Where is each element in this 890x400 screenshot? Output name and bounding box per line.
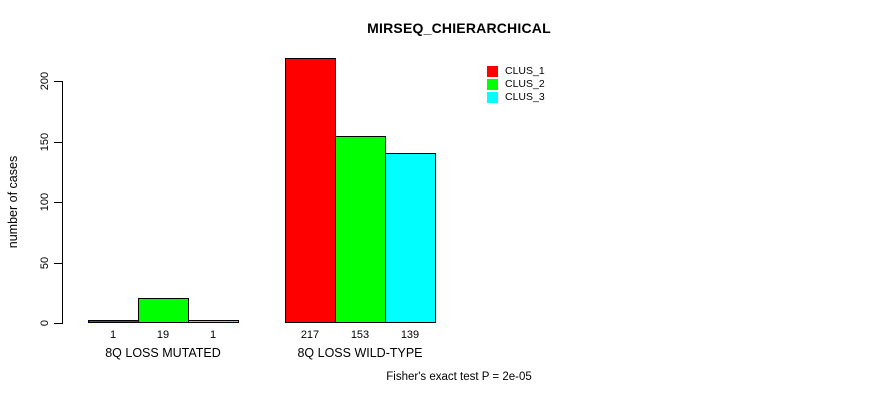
legend-swatch: [487, 79, 498, 90]
category-label: 8Q LOSS WILD-TYPE: [297, 346, 423, 360]
legend-item: CLUS_3: [487, 91, 545, 104]
chart-title: MIRSEQ_CHIERARCHICAL: [367, 20, 551, 36]
legend-swatch: [487, 92, 498, 103]
y-axis-tick: [54, 142, 62, 143]
bar-clus_2-2: [335, 136, 386, 323]
legend-swatch: [487, 66, 498, 77]
y-axis-tick: [54, 81, 62, 82]
y-axis-title: number of cases: [6, 155, 20, 249]
bar-value-label: 19: [156, 329, 170, 341]
legend-label: CLUS_1: [505, 65, 545, 77]
y-axis-tick-label: 100: [39, 192, 51, 212]
bar-clus_3-2: [385, 153, 436, 323]
legend-label: CLUS_2: [505, 78, 545, 90]
y-axis-tick-label: 200: [39, 71, 51, 91]
y-axis-tick-label: 50: [39, 256, 51, 270]
bar-value-label: 1: [209, 329, 217, 341]
bar-clus_1-1: [88, 320, 139, 323]
bar-value-label: 1: [109, 329, 117, 341]
y-axis-tick: [54, 202, 62, 203]
legend-item: CLUS_1: [487, 65, 545, 78]
bar-value-label: 153: [350, 329, 370, 341]
bar-clus_1-2: [285, 58, 336, 323]
legend-item: CLUS_2: [487, 78, 545, 91]
legend-label: CLUS_3: [505, 91, 545, 103]
footer-note: Fisher's exact test P = 2e-05: [386, 371, 532, 383]
y-axis-tick: [54, 263, 62, 264]
category-label: 8Q LOSS MUTATED: [105, 346, 221, 360]
y-axis-tick-label: 150: [39, 132, 51, 152]
y-axis-tick-label: 0: [39, 319, 51, 327]
y-axis-tick: [54, 323, 62, 324]
y-axis-line: [62, 81, 63, 324]
bar-value-label: 217: [300, 329, 320, 341]
bar-clus_2-1: [138, 298, 189, 323]
bar-value-label: 139: [400, 329, 420, 341]
legend: CLUS_1 CLUS_2 CLUS_3: [487, 65, 545, 104]
bar-clus_3-1: [188, 320, 239, 323]
